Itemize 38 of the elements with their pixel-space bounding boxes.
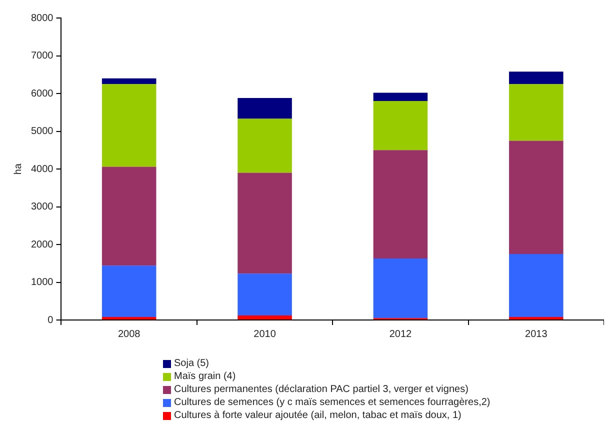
- bar: [102, 84, 156, 167]
- bar: [373, 150, 428, 258]
- bar: [238, 315, 292, 320]
- y-tick-label: 4000: [30, 164, 54, 175]
- y-tick-label: 3000: [30, 202, 54, 212]
- y-axis-title: ha: [12, 163, 24, 175]
- bar: [509, 72, 564, 84]
- y-tick-label: 2000: [30, 239, 54, 250]
- bar: [509, 316, 564, 320]
- bar: [102, 266, 156, 317]
- y-tick-label: 7000: [30, 50, 54, 62]
- bar: [373, 92, 428, 102]
- bar: [238, 274, 292, 316]
- bar: [238, 172, 292, 274]
- y-tick-label: 6000: [30, 88, 54, 100]
- bar: [373, 101, 428, 150]
- y-tick-label: 8000: [30, 12, 54, 24]
- bar: [238, 98, 292, 119]
- x-tick-label: 2008: [118, 328, 141, 340]
- bar: [102, 166, 156, 266]
- legend-label: Cultures permanentes (déclaration PAC partiel 3, verger et vignes): [174, 384, 468, 395]
- bar: [509, 84, 564, 141]
- bar: [102, 316, 156, 320]
- legend-label: Maïs grain (4): [174, 371, 236, 382]
- bar: [509, 254, 564, 317]
- bar: [102, 78, 156, 84]
- x-tick-label: 2010: [254, 328, 276, 340]
- y-tick-label: 5000: [30, 126, 54, 137]
- legend-label: Cultures de semences (y c maïs semences et semences fourragères,2): [174, 397, 490, 408]
- legend-label: Soja (5): [174, 358, 210, 369]
- bar: [373, 258, 428, 318]
- x-tick-label: 2013: [525, 328, 548, 340]
- x-tick-label: 2012: [389, 328, 412, 340]
- y-tick-label: 0: [48, 314, 54, 326]
- legend-label: Cultures à forte valeur ajoutée (ail, melon, tabac et maïs doux, 1): [174, 410, 462, 421]
- bar: [238, 118, 292, 173]
- y-tick-label: 1000: [30, 277, 54, 288]
- bar: [509, 140, 564, 254]
